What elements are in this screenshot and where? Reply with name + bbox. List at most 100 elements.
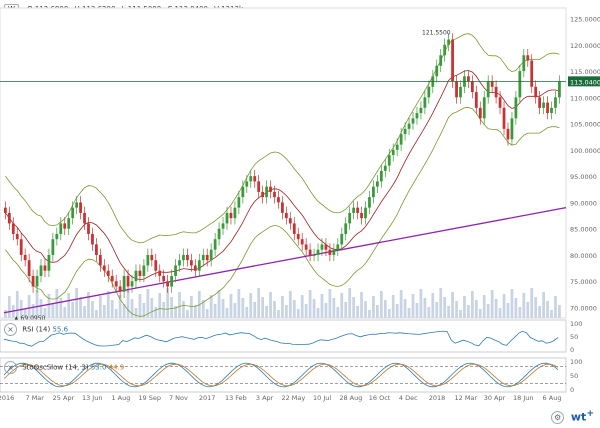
volume-bar: [391, 295, 395, 318]
volume-bar: [506, 303, 510, 318]
volume-bar: [190, 296, 193, 318]
candle-body: [348, 212, 352, 224]
candle-body: [265, 186, 268, 198]
volume-bar: [368, 310, 371, 318]
volume-bar: [134, 308, 138, 318]
candle-body: [138, 270, 142, 276]
volume-bar: [98, 296, 102, 318]
candle-body: [455, 81, 458, 98]
candle-body: [154, 260, 158, 271]
candle-body: [146, 254, 150, 266]
volume-bar: [205, 309, 209, 318]
rsi-label: × RSI (14) 55.6: [4, 323, 68, 336]
volume-bar: [122, 304, 126, 318]
candle-body: [55, 233, 59, 240]
candle-body: [91, 233, 94, 245]
stoch-axis-label: 0: [570, 386, 574, 394]
stoch-k-line: [3, 362, 559, 388]
stoch-k-value: 53.0: [90, 363, 107, 372]
candle-body: [288, 218, 292, 224]
candle-body: [31, 275, 35, 287]
candle-body: [221, 223, 225, 229]
rsi-axis-label: 0: [570, 346, 574, 354]
candle-body: [190, 260, 193, 266]
price-tick-label: 125.0000: [570, 16, 600, 24]
candle-body: [174, 265, 177, 276]
volume-bar: [225, 308, 229, 318]
volume-bar: [213, 304, 217, 318]
candle-body: [364, 207, 367, 219]
volume-bar: [387, 309, 391, 318]
volume-bar: [399, 290, 403, 318]
current-price-tag: [568, 76, 600, 87]
time-axis-label: 10 Jul: [313, 394, 331, 402]
candle-body: [403, 128, 407, 135]
candle-body: [526, 55, 530, 61]
time-axis-label: 18 Jun: [513, 394, 534, 402]
volume-bar: [459, 310, 462, 318]
price-tick-label: 90.0000: [570, 199, 597, 207]
stoch-axis-label: 50: [570, 372, 578, 380]
settings-icon[interactable]: ⚙: [551, 411, 565, 424]
price-tick-label: 105.0000: [570, 121, 600, 129]
volume-bar: [300, 295, 304, 318]
candle-body: [518, 71, 522, 98]
candle-body: [83, 212, 86, 224]
volume-bar: [71, 302, 75, 318]
price-tick-label: 95.0000: [570, 173, 597, 181]
volume-bar: [102, 305, 106, 318]
candle-body: [197, 260, 201, 271]
candle-body: [470, 81, 474, 93]
candle-body: [170, 275, 173, 287]
volume-bar: [79, 297, 82, 318]
candle-body: [498, 97, 502, 108]
volume-bar: [526, 302, 530, 318]
volume-bar: [443, 297, 447, 318]
volume-bar: [126, 290, 130, 318]
volume-bar: [35, 290, 39, 318]
candle-body: [320, 244, 324, 250]
volume-bar: [379, 291, 383, 318]
volume-bar: [51, 303, 55, 318]
candle-body: [225, 212, 229, 224]
volume-bar: [356, 306, 359, 318]
volume-bar: [360, 292, 363, 318]
candle-body: [150, 254, 154, 261]
volume-bar: [39, 299, 43, 318]
candle-body: [324, 244, 328, 250]
candle-body: [142, 265, 146, 276]
price-tick-label: 85.0000: [570, 226, 597, 234]
volume-bar: [277, 310, 280, 318]
close-icon[interactable]: ×: [4, 323, 17, 336]
candle-body: [443, 44, 447, 56]
volume-bar: [486, 304, 490, 318]
lower-bollinger-band: [5, 106, 560, 317]
candle-body: [284, 212, 288, 219]
candle-body: [217, 228, 221, 240]
time-axis-label: 30 Apr: [484, 394, 506, 402]
candle-body: [356, 207, 359, 213]
candle-body: [379, 170, 383, 182]
candle-body: [558, 81, 561, 98]
volume-bar: [158, 293, 162, 318]
candle-body: [332, 249, 336, 255]
candle-body: [376, 181, 379, 187]
volume-bar: [201, 300, 205, 318]
volume-bar: [249, 293, 253, 318]
volume-bar: [352, 297, 356, 318]
volume-bar: [217, 290, 221, 318]
candle-body: [510, 118, 514, 140]
volume-bar: [27, 295, 31, 318]
volume-bar: [518, 307, 522, 318]
candle-body: [534, 86, 538, 98]
candle-body: [118, 286, 122, 292]
volume-bar: [110, 300, 114, 318]
volume-bar: [87, 292, 90, 318]
candle-body: [253, 176, 257, 182]
volume-bar: [265, 306, 268, 318]
close-icon[interactable]: ×: [4, 361, 17, 374]
candle-body: [387, 155, 391, 166]
candle-body: [399, 134, 403, 145]
candle-body: [47, 254, 51, 271]
